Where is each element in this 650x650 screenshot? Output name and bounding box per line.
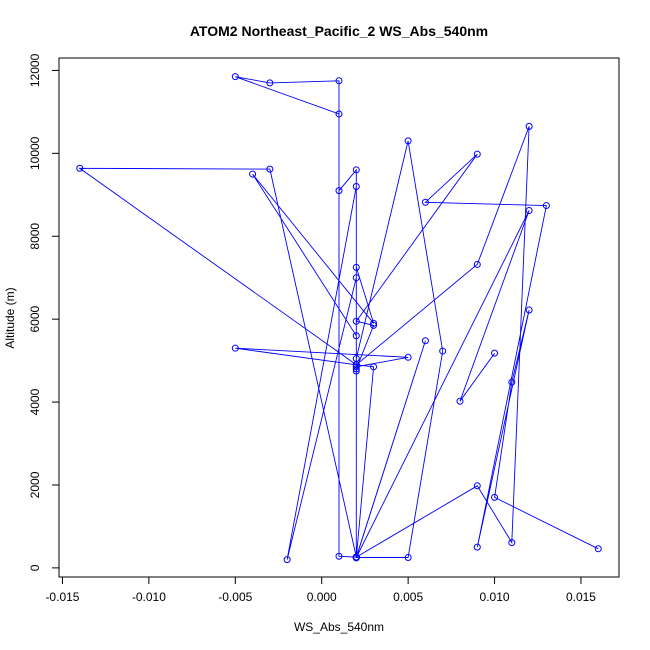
data-point: [594, 545, 602, 553]
y-tick-label: 12000: [28, 53, 42, 87]
data-point: [491, 493, 499, 501]
data-point: [491, 349, 499, 357]
series-lines: [78, 76, 599, 560]
data-point: [421, 198, 429, 206]
data-point: [352, 274, 360, 282]
y-tick-label: 4000: [28, 388, 42, 415]
data-point: [542, 202, 550, 210]
y-tick-label: 8000: [28, 223, 42, 250]
y-tick-label: 10000: [28, 136, 42, 170]
series-line: [78, 76, 599, 560]
data-point: [456, 397, 464, 405]
x-axis-label: WS_Abs_540nm: [294, 620, 384, 634]
data-point: [370, 363, 378, 371]
data-point: [335, 110, 343, 118]
data-point: [352, 263, 360, 271]
x-tick-label: -0.010: [132, 590, 166, 604]
chart-title: ATOM2 Northeast_Pacific_2 WS_Abs_540nm: [190, 23, 488, 39]
data-point: [335, 552, 343, 560]
data-point: [352, 554, 360, 562]
data-point: [525, 306, 533, 314]
data-point: [508, 378, 516, 386]
data-point: [352, 183, 360, 191]
data-point: [335, 77, 343, 85]
y-tick-label: 0: [28, 564, 42, 571]
data-point: [266, 165, 274, 173]
data-point: [352, 361, 360, 369]
series-points: [76, 73, 602, 564]
x-tick-label: 0.000: [307, 590, 337, 604]
data-point: [370, 319, 378, 327]
x-tick-label: 0.010: [480, 590, 510, 604]
data-point: [266, 79, 274, 87]
data-point: [525, 207, 533, 215]
data-point: [473, 260, 481, 268]
data-point: [473, 543, 481, 551]
data-point: [335, 187, 343, 195]
data-point: [473, 150, 481, 158]
data-point: [352, 317, 360, 325]
data-point: [404, 554, 412, 562]
data-point: [352, 363, 360, 371]
data-point: [525, 122, 533, 130]
axes: -0.015 -0.010 -0.005 0.000 0.005 0.010 0.015 0 2…: [28, 53, 596, 604]
data-point: [76, 164, 84, 172]
y-tick-label: 2000: [28, 471, 42, 498]
data-point: [231, 344, 239, 352]
data-point: [508, 539, 516, 547]
x-tick-label: 0.015: [566, 590, 596, 604]
data-point: [404, 353, 412, 361]
data-point: [231, 73, 239, 81]
x-tick-label: -0.005: [218, 590, 252, 604]
data-point: [439, 347, 447, 355]
data-point: [404, 137, 412, 145]
x-tick-label: 0.005: [393, 590, 423, 604]
y-axis-label: Altitude (m): [3, 287, 17, 348]
data-point: [352, 332, 360, 340]
data-point: [283, 556, 291, 564]
data-point: [352, 365, 360, 373]
data-point: [473, 482, 481, 490]
data-point: [249, 170, 257, 178]
y-tick-label: 6000: [28, 305, 42, 332]
x-tick-label: -0.015: [45, 590, 79, 604]
data-point: [370, 321, 378, 329]
data-point: [421, 337, 429, 345]
data-point: [352, 166, 360, 174]
